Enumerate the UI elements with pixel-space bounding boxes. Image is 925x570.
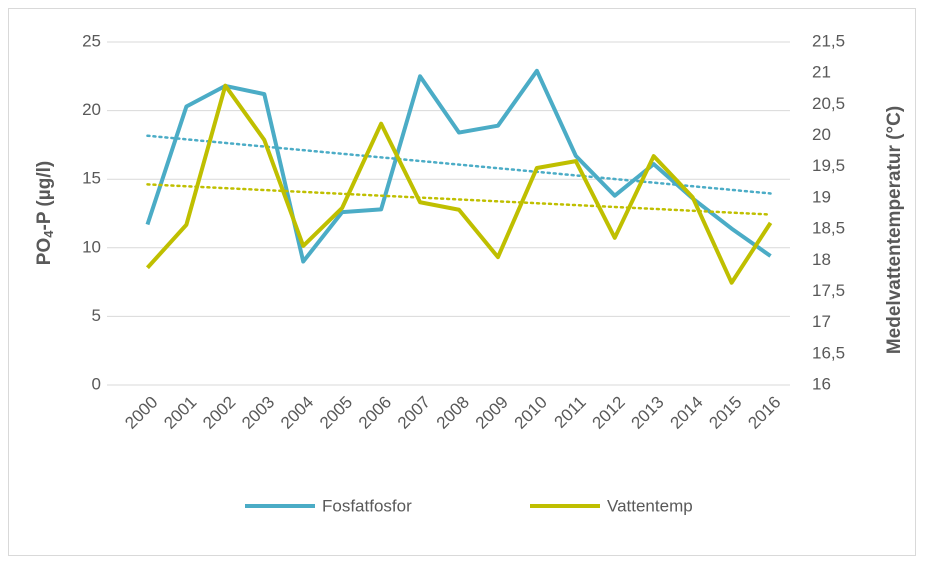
y-tick-label: 5: [92, 306, 101, 325]
y-label-main: PO: [34, 238, 55, 265]
y2-tick-label: 16: [812, 374, 831, 393]
legend-label: Vattentemp: [607, 496, 693, 515]
y-label-sub: 4: [41, 230, 56, 238]
y2-tick-label: 16,5: [812, 343, 845, 362]
y-tick-label: 20: [82, 100, 101, 119]
y-axis-label: PO4-P (µg/l): [34, 161, 56, 265]
y2-tick-label: 17: [812, 312, 831, 331]
y-tick-label: 0: [92, 374, 101, 393]
legend-label: Fosfatfosfor: [322, 496, 412, 515]
trend-line: [146, 183, 772, 216]
y-tick-label: 10: [82, 237, 101, 256]
y-tick-label: 15: [82, 169, 101, 188]
trend-line: [146, 134, 772, 195]
chart-frame: [8, 8, 916, 556]
y2-tick-label: 21,5: [812, 31, 845, 50]
y2-tick-label: 21: [812, 63, 831, 82]
y2-tick-label: 18: [812, 250, 831, 269]
y-label-rest: -P (µg/l): [34, 161, 55, 231]
y2-tick-label: 20,5: [812, 94, 845, 113]
series-line: [145, 68, 772, 264]
series-line: [145, 83, 773, 285]
y2-tick-label: 20: [812, 125, 831, 144]
y-tick-label: 25: [82, 31, 101, 50]
y2-tick-label: 19,5: [812, 156, 845, 175]
y2-tick-label: 19: [812, 187, 831, 206]
y2-axis-label: Medelvattentemperatur (°C): [884, 106, 905, 354]
y2-tick-label: 17,5: [812, 281, 845, 300]
y2-tick-label: 18,5: [812, 219, 845, 238]
